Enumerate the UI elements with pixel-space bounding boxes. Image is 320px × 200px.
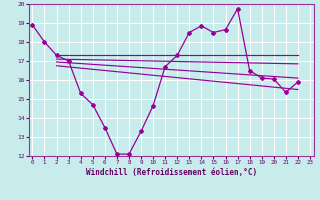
X-axis label: Windchill (Refroidissement éolien,°C): Windchill (Refroidissement éolien,°C) [86, 168, 257, 177]
